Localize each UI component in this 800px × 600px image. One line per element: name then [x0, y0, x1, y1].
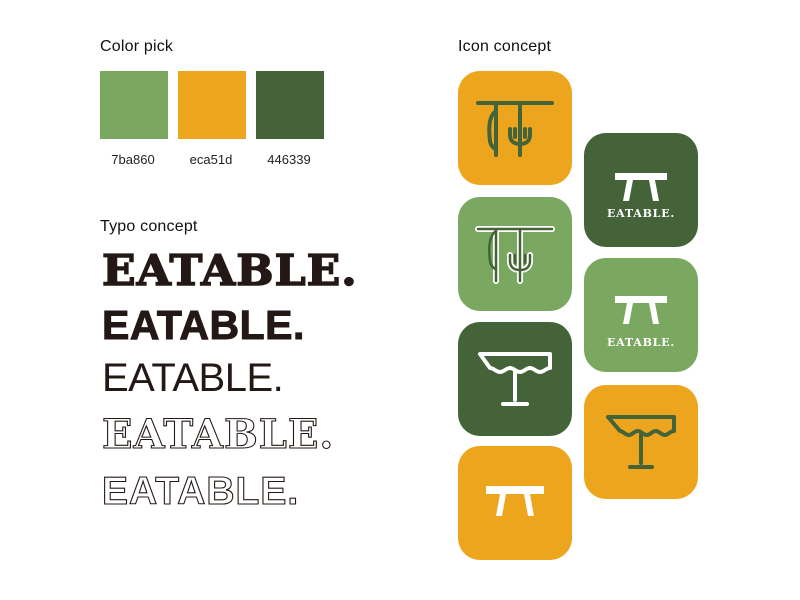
hanging-utensils-icon	[476, 101, 554, 157]
hanging-utensils-outline-icon	[475, 226, 555, 284]
icon-tile-table-orange	[584, 385, 698, 499]
picnic-table-icon	[486, 486, 544, 516]
icon-tile-picnic-wordmark-dark: EATABLE.	[584, 133, 698, 247]
swatch-green-dark	[256, 71, 324, 139]
table-cloth-icon	[478, 352, 552, 406]
wordmark-serif-outline: EATABLE.	[101, 411, 335, 458]
color-pick-heading: Color pick	[100, 38, 174, 55]
picnic-table-icon	[615, 173, 667, 201]
icon-tile-utensils-orange	[458, 71, 572, 185]
swatch-green-light	[100, 71, 168, 139]
tile-wordmark: EATABLE.	[606, 207, 676, 220]
icon-tile-picnic-orange	[458, 446, 572, 560]
tile-wordmark: EATABLE.	[606, 336, 676, 349]
wordmark-sans-outline: EATABLE.	[101, 470, 300, 513]
wordmark-sans-regular: EATABLE.	[102, 356, 284, 400]
icon-tile-utensils-green	[458, 197, 572, 311]
icon-tile-picnic-wordmark-green: EATABLE.	[584, 258, 698, 372]
typo-concept-heading: Typo concept	[100, 218, 198, 235]
wordmark-serif-bold: EATABLE.	[101, 246, 358, 295]
swatch-label-2: eca51d	[189, 152, 233, 167]
icon-concept-heading: Icon concept	[458, 38, 552, 55]
picnic-table-icon	[615, 296, 667, 324]
swatch-label-3: 446339	[267, 152, 311, 167]
icon-tile-table-dark	[458, 322, 572, 436]
table-cloth-icon	[606, 415, 676, 469]
swatch-orange	[178, 71, 246, 139]
wordmark-sans-bold: EATABLE.	[102, 302, 305, 348]
swatch-label-1: 7ba860	[111, 152, 155, 167]
